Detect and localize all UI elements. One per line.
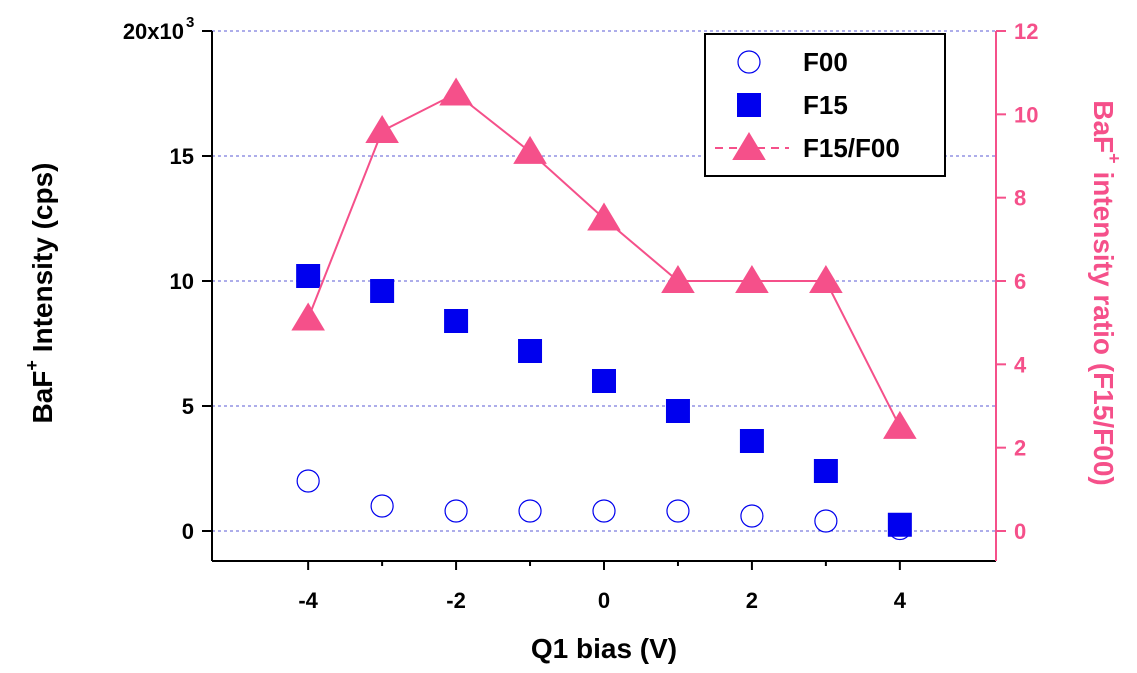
y-right-tick-label: 4 (1014, 352, 1027, 377)
x-tick-label: 2 (746, 588, 758, 613)
point-f00 (370, 494, 394, 518)
point-f00 (592, 499, 616, 523)
y-left-tick-label: 15 (170, 144, 194, 169)
y-left-axis-title-prefix: BaF (27, 371, 58, 424)
y-right-tick-label: 0 (1014, 519, 1026, 544)
point-f15 (665, 399, 690, 423)
x-tick-label: 0 (598, 588, 610, 613)
y-left-axis-title-suffix: Intensity (cps) (27, 162, 58, 360)
point-f15 (518, 339, 543, 363)
point-f15-f00 (661, 265, 695, 293)
y-left-tick-label: 20x10 (123, 19, 184, 44)
point-f00 (444, 499, 468, 523)
point-f00 (518, 499, 542, 523)
point-f00 (740, 504, 764, 528)
y-right-tick-label: 10 (1014, 102, 1038, 127)
point-f15-f00 (513, 135, 547, 164)
series-f00 (296, 469, 912, 541)
point-f15 (813, 459, 838, 483)
axes: -4 -2 0 2 4 0 5 10 15 20x10 3 0 2 4 6 8 10 12 (123, 14, 1039, 613)
point-f15-f00 (883, 410, 917, 439)
point-f15 (739, 429, 764, 453)
point-f15-f00 (809, 265, 843, 293)
legend-marker-f00 (737, 50, 761, 74)
point-f15 (370, 279, 395, 303)
point-f15 (887, 512, 912, 537)
x-tick-label: -4 (298, 588, 318, 613)
point-f15-f00 (291, 302, 325, 331)
y-right-axis-title-prefix: BaF (1088, 100, 1119, 153)
y-left-multiplier-exponent: 3 (186, 14, 194, 31)
point-f15 (444, 309, 469, 333)
legend-marker-f15 (737, 93, 761, 117)
y-left-tick-label: 5 (182, 394, 194, 419)
y-right-tick-label: 8 (1014, 186, 1026, 211)
point-f15-f00 (587, 202, 621, 231)
y-right-axis-title-sup: + (1104, 153, 1124, 164)
x-tick-label: -2 (446, 588, 466, 613)
y-right-tick-label: 6 (1014, 269, 1026, 294)
y-right-tick-label: 12 (1014, 19, 1038, 44)
series-f15 (296, 264, 912, 537)
point-f00 (814, 509, 838, 533)
data-marks (291, 77, 917, 541)
y-right-axis-title-suffix: intensity ratio (F15/F00) (1088, 164, 1119, 486)
y-left-tick-label: 0 (182, 519, 194, 544)
point-f15-f00 (735, 265, 769, 293)
point-f00 (296, 469, 320, 493)
point-f15 (296, 264, 321, 288)
legend-label-f00: F00 (803, 47, 848, 77)
grid-lines (212, 30, 996, 532)
x-axis-title: Q1 bias (V) (531, 633, 677, 664)
point-f00 (666, 499, 690, 523)
x-tick-label: 4 (894, 588, 907, 613)
legend-marker-f15-f00 (732, 132, 766, 160)
y-left-axis-title: BaF+ Intensity (cps) (22, 162, 58, 423)
legend-label-f15: F15 (803, 90, 848, 120)
y-right-tick-label: 2 (1014, 436, 1026, 461)
point-f15 (592, 369, 616, 393)
point-f15-f00 (439, 77, 473, 106)
y-left-tick-label: 10 (170, 269, 194, 294)
legend-label-f15-f00: F15/F00 (803, 133, 900, 163)
series-f15-f00 (291, 77, 917, 439)
legend: F00 F15 F15/F00 (704, 33, 946, 177)
y-left-axis-title-sup: + (22, 360, 42, 371)
y-right-axis-title: BaF+ intensity ratio (F15/F00) (1088, 100, 1124, 486)
point-f15-f00 (365, 115, 399, 143)
